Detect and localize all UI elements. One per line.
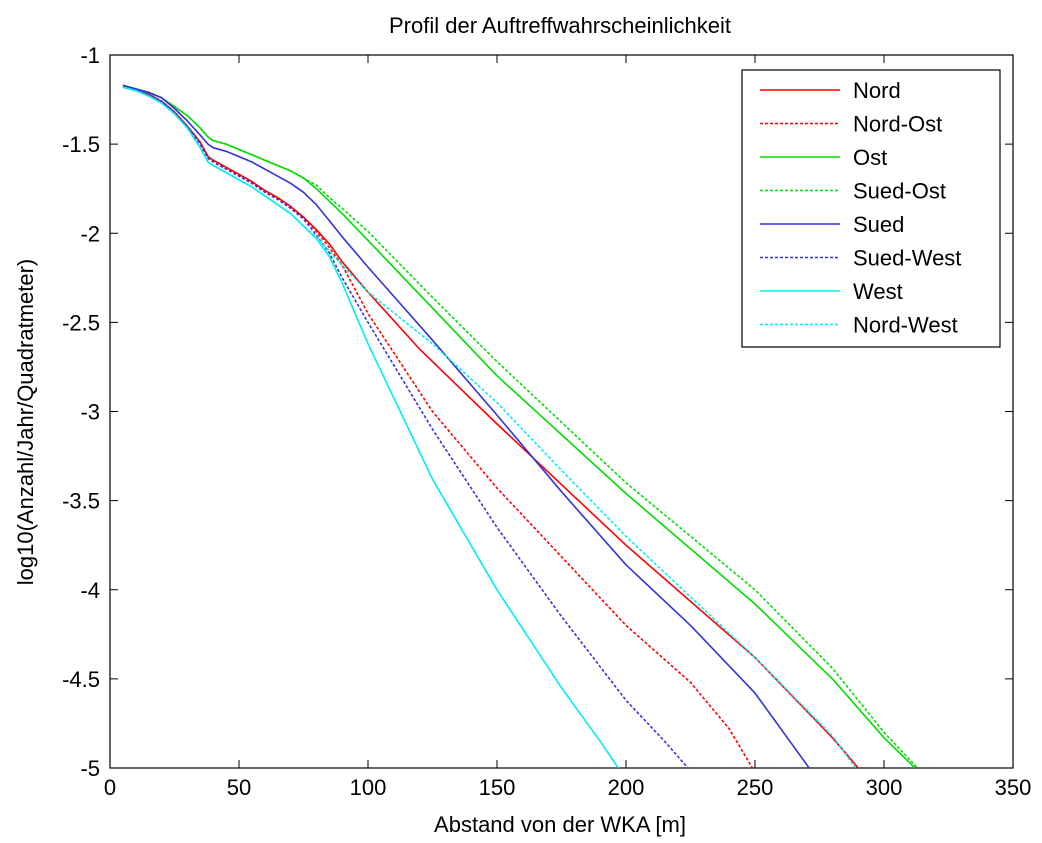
legend-box	[741, 69, 1001, 348]
y-axis-label: log10(Anzahl/Jahr/Quadratmeter)	[13, 259, 38, 586]
series-line-4	[122, 84, 810, 768]
x-axis: 0 50 100 150 200 250 300 350	[104, 55, 1031, 800]
y-tick-label: -4	[80, 578, 100, 603]
y-tick-label: -4.5	[62, 667, 100, 692]
x-tick-label: 100	[350, 775, 387, 800]
legend: Nord Nord-Ost Ost Sued-Ost Sued Sued-West West…	[741, 69, 1001, 348]
y-axis: -1 -1.5 -2 -2.5 -3 -3.5 -4 -4.5 -5	[62, 43, 1013, 781]
series-line-6	[122, 86, 619, 768]
legend-label-7: Nord-West	[853, 313, 958, 338]
x-tick-label: 350	[995, 775, 1032, 800]
y-tick-label: -2.5	[62, 310, 100, 335]
legend-label-3: Sued-Ost	[853, 179, 946, 204]
legend-label-1: Nord-Ost	[853, 112, 942, 137]
legend-label-0: Nord	[853, 78, 901, 103]
y-tick-label: -1.5	[62, 132, 100, 157]
y-tick-label: -3.5	[62, 489, 100, 514]
legend-label-6: West	[853, 279, 903, 304]
series-line-3	[122, 84, 919, 768]
y-tick-label: -3	[80, 400, 100, 425]
x-tick-label: 250	[737, 775, 774, 800]
legend-label-4: Sued	[853, 212, 904, 237]
x-tick-label: 300	[866, 775, 903, 800]
y-tick-label: -5	[80, 756, 100, 781]
y-tick-label: -1	[80, 43, 100, 68]
series-line-5	[122, 86, 689, 768]
legend-label-5: Sued-West	[853, 246, 961, 271]
x-tick-label: 50	[227, 775, 251, 800]
chart-title: Profil der Auftreffwahrscheinlichkeit	[389, 13, 731, 38]
y-tick-label: -2	[80, 221, 100, 246]
series-line-7	[122, 86, 857, 768]
plot-area	[109, 54, 1014, 769]
x-axis-label: Abstand von der WKA [m]	[434, 812, 686, 837]
x-tick-label: 150	[479, 775, 516, 800]
x-tick-label: 0	[104, 775, 116, 800]
legend-label-2: Ost	[853, 145, 887, 170]
x-tick-label: 200	[608, 775, 645, 800]
series-line-1	[122, 86, 754, 768]
